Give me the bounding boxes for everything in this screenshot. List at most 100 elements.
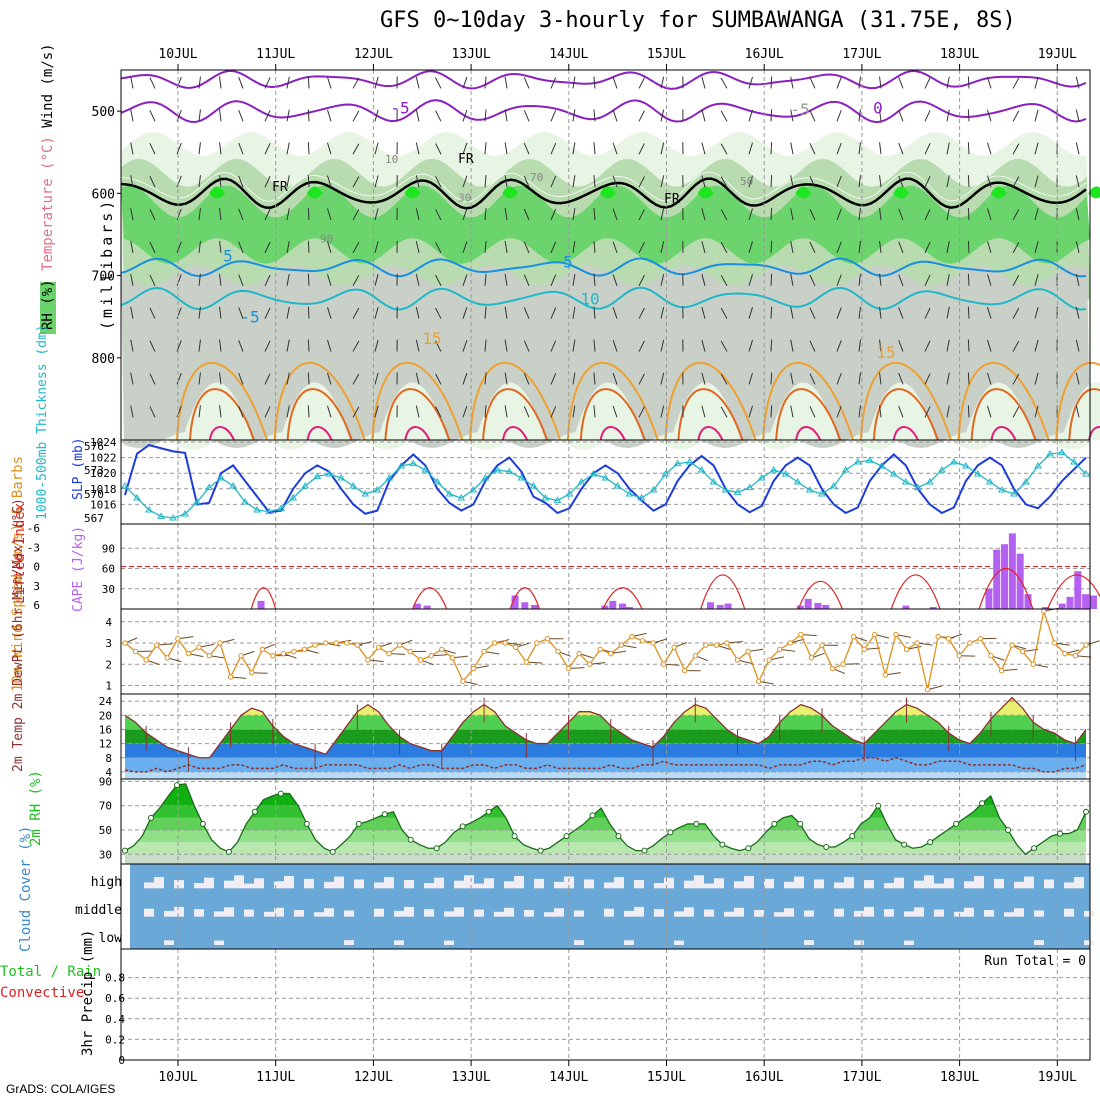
wind-barb	[858, 240, 861, 253]
temp-contour-label: 0	[873, 99, 883, 118]
rh-band-90	[1088, 186, 1100, 199]
slp-line	[124, 444, 1087, 515]
wind-barb	[898, 373, 904, 385]
li-hump	[250, 587, 277, 610]
wind-barb	[462, 142, 468, 155]
cloud-cover-bar	[684, 880, 694, 889]
pressure-tick-label: 500	[92, 105, 115, 120]
wind-barb	[898, 340, 904, 352]
freezing-level-label: FR	[664, 192, 680, 207]
wind-barb	[149, 307, 156, 319]
wind-speed-point	[819, 642, 825, 648]
rh-point	[797, 820, 804, 827]
thickness-point	[337, 474, 346, 481]
precip-total-label: Total / Rain	[0, 964, 101, 980]
wind-barb	[435, 373, 442, 385]
rh-point	[485, 808, 492, 815]
wind-barb	[1034, 142, 1039, 155]
wind-speed-point	[903, 646, 910, 653]
rh-point	[615, 833, 622, 840]
wind-barb	[987, 339, 992, 352]
cloud-cover-bar	[244, 909, 254, 917]
cloud-cover-bar	[404, 880, 414, 889]
wind-barb	[593, 372, 596, 385]
wind-speed-point	[291, 648, 297, 655]
wind-barb	[924, 176, 931, 188]
cape-bar	[1089, 595, 1097, 609]
wind-barb	[790, 208, 794, 221]
cloud-cover-bar	[654, 909, 664, 917]
wind-barb	[523, 208, 530, 221]
wind-speed-point	[386, 650, 392, 657]
temp-contour-minus10	[120, 69, 1087, 90]
rh-point	[173, 782, 180, 789]
wind-barb	[638, 77, 645, 89]
cloud-cover-bar	[294, 910, 304, 917]
cape-bar	[257, 600, 265, 609]
cloud-cover-bar	[954, 911, 964, 917]
cape-bar	[619, 603, 627, 609]
wind-barb	[946, 241, 950, 253]
date-label-top: 16JUL	[745, 47, 784, 62]
wind-barb	[504, 273, 508, 286]
wind-barb	[435, 307, 442, 319]
wind-barb	[836, 373, 842, 385]
wind-barb	[149, 274, 156, 286]
wind-barb	[660, 208, 665, 221]
wind-speed-point	[270, 653, 276, 659]
wind-barb	[149, 406, 156, 418]
wind-barb	[1075, 142, 1080, 155]
wind-barb	[770, 109, 773, 122]
date-label-top: 11JUL	[256, 47, 295, 62]
wind-barb	[504, 76, 508, 89]
cape-bar	[413, 603, 421, 609]
wind-barb	[327, 109, 332, 122]
wind-barb	[660, 142, 665, 155]
wind-barb	[149, 241, 156, 254]
thickness-point	[529, 482, 538, 489]
rh-point	[433, 845, 440, 852]
rh-line	[124, 783, 1087, 856]
cloud-cover-bar	[934, 883, 944, 889]
wind-barb	[701, 274, 706, 286]
li-hump	[602, 587, 643, 610]
wind-barb	[572, 175, 576, 188]
wind-barb	[462, 241, 468, 254]
date-label-bottom: 13JUL	[452, 1070, 491, 1085]
wind-speed-point	[439, 646, 445, 653]
wind-barb	[149, 208, 156, 221]
wind-speed-point	[629, 633, 635, 640]
wind-speed-point	[301, 646, 308, 653]
thickness-point	[998, 486, 1006, 493]
rh-point	[1057, 830, 1064, 837]
thickness-point	[505, 467, 514, 475]
wind-barb	[612, 241, 618, 254]
thickness-point	[889, 470, 898, 477]
wind-barb	[523, 340, 530, 352]
wind-barb	[523, 241, 530, 254]
cloud-cover-bar	[374, 908, 384, 917]
wind-barb	[898, 109, 904, 122]
wind-speed-point	[713, 642, 720, 648]
rh-tick-label: 90	[99, 775, 112, 788]
thickness-point	[865, 456, 874, 463]
date-label-top: 15JUL	[647, 47, 686, 62]
thickness-point	[349, 482, 358, 489]
thickness-point	[193, 498, 201, 505]
wind-barb	[307, 142, 310, 155]
dry-tongue	[279, 382, 350, 440]
cloud-cover-bar	[464, 875, 474, 889]
ylabel-part	[40, 271, 56, 279]
cloud-cover-bar	[384, 877, 394, 889]
li-hump	[700, 574, 746, 610]
cloud-cover-bar	[964, 907, 974, 917]
wind-barb	[720, 176, 728, 188]
wind-barb	[748, 76, 753, 89]
cloud-cover-bar	[944, 878, 954, 889]
cape-bar	[625, 606, 633, 609]
wind-barb	[720, 406, 728, 418]
cloud-cover-bar	[804, 940, 814, 945]
wind-barb	[1034, 76, 1039, 89]
cloud-cover-bar	[904, 940, 914, 945]
